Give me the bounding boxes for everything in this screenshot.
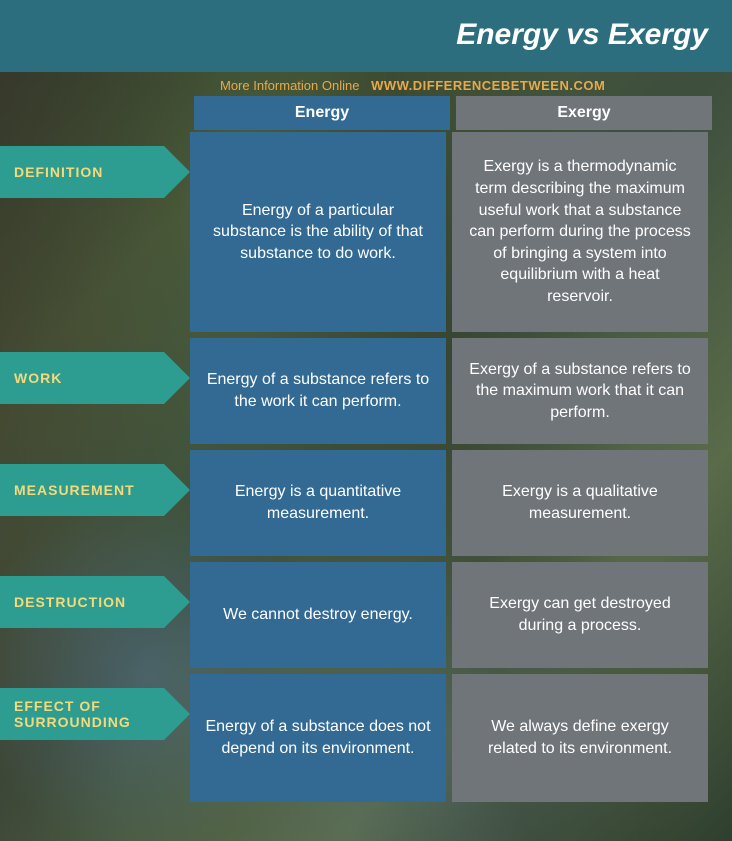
comparison-row: DESTRUCTION We cannot destroy energy.Exer… [0,562,732,668]
row-label: DEFINITION [0,146,164,198]
row-label-wrap: DEFINITION [0,132,190,198]
cell-exergy: Exergy is a thermodynamic term describin… [452,132,708,332]
comparison-row: DEFINITION Energy of a particular substan… [0,132,732,332]
cell-exergy: Exergy can get destroyed during a proces… [452,562,708,668]
row-label: EFFECT OF SURROUNDING [0,688,164,740]
row-label: DESTRUCTION [0,576,164,628]
row-label: MEASUREMENT [0,464,164,516]
cell-exergy: Exergy is a qualitative measurement. [452,450,708,556]
cell-exergy: Exergy of a substance refers to the maxi… [452,338,708,444]
row-label: WORK [0,352,164,404]
page-title: Energy vs Exergy [456,18,708,52]
row-label-wrap: MEASUREMENT [0,450,190,516]
column-header-energy: Energy [194,96,450,130]
row-label-wrap: DESTRUCTION [0,562,190,628]
row-label-wrap: EFFECT OF SURROUNDING [0,674,190,740]
subline-text: More Information Online [220,78,359,93]
comparison-rows: DEFINITION Energy of a particular substan… [0,132,732,808]
comparison-row: MEASUREMENT Energy is a quantitative meas… [0,450,732,556]
cell-energy: Energy is a quantitative measurement. [190,450,446,556]
cell-exergy: We always define exergy related to its e… [452,674,708,802]
cell-energy: We cannot destroy energy. [190,562,446,668]
row-label-wrap: WORK [0,338,190,404]
subline: More Information Online WWW.DIFFERENCEBE… [220,78,605,93]
cell-energy: Energy of a particular substance is the … [190,132,446,332]
comparison-row: EFFECT OF SURROUNDING Energy of a substan… [0,674,732,802]
cell-energy: Energy of a substance does not depend on… [190,674,446,802]
source-url: WWW.DIFFERENCEBETWEEN.COM [371,78,605,93]
comparison-row: WORK Energy of a substance refers to the … [0,338,732,444]
cell-energy: Energy of a substance refers to the work… [190,338,446,444]
column-header-exergy: Exergy [456,96,712,130]
